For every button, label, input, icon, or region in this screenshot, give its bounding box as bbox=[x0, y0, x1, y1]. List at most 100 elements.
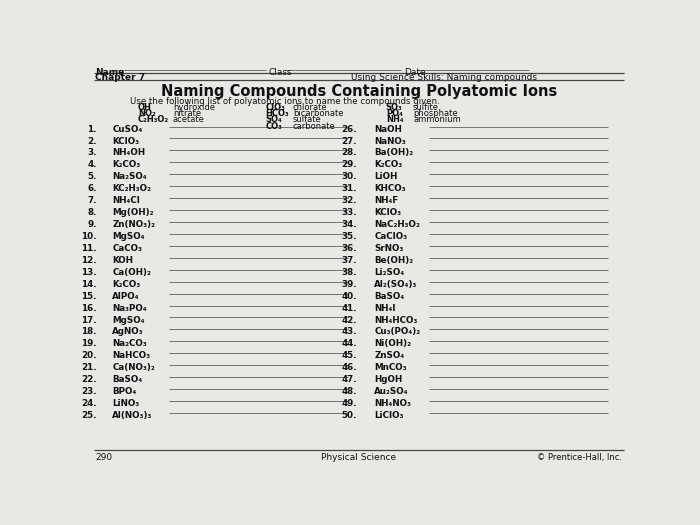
Text: SrNO₃: SrNO₃ bbox=[374, 244, 404, 253]
Text: NH₄OH: NH₄OH bbox=[112, 149, 146, 158]
Text: BPO₄: BPO₄ bbox=[112, 387, 136, 396]
Text: 23.: 23. bbox=[81, 387, 97, 396]
Text: 26.: 26. bbox=[342, 124, 357, 133]
Text: Ni(OH)₂: Ni(OH)₂ bbox=[374, 340, 412, 349]
Text: CO₃: CO₃ bbox=[266, 121, 283, 131]
Text: SO₄: SO₄ bbox=[266, 116, 283, 124]
Text: 32.: 32. bbox=[342, 196, 357, 205]
Text: KC₂H₃O₂: KC₂H₃O₂ bbox=[112, 184, 151, 193]
Text: 44.: 44. bbox=[342, 340, 357, 349]
Text: Na₂SO₄: Na₂SO₄ bbox=[112, 172, 147, 181]
Text: Physical Science: Physical Science bbox=[321, 453, 396, 461]
Text: 34.: 34. bbox=[342, 220, 357, 229]
Text: 2.: 2. bbox=[88, 136, 97, 145]
Text: 29.: 29. bbox=[342, 161, 357, 170]
Text: 17.: 17. bbox=[81, 316, 97, 324]
Text: KOH: KOH bbox=[112, 256, 133, 265]
Text: NO₂: NO₂ bbox=[138, 109, 155, 118]
Text: phosphate: phosphate bbox=[413, 109, 458, 118]
Text: ammonium: ammonium bbox=[413, 116, 461, 124]
Text: BaSO₄: BaSO₄ bbox=[374, 292, 405, 301]
Text: Au₂SO₄: Au₂SO₄ bbox=[374, 387, 409, 396]
Text: 36.: 36. bbox=[342, 244, 357, 253]
Text: K₂CO₃: K₂CO₃ bbox=[112, 280, 141, 289]
Text: LiNO₃: LiNO₃ bbox=[112, 399, 139, 408]
Text: 33.: 33. bbox=[342, 208, 357, 217]
Text: CuSO₄: CuSO₄ bbox=[112, 124, 143, 133]
Text: CaCO₃: CaCO₃ bbox=[112, 244, 142, 253]
Text: Use the following list of polyatomic ions to name the compounds given.: Use the following list of polyatomic ion… bbox=[130, 97, 440, 106]
Text: 5.: 5. bbox=[88, 172, 97, 181]
Text: HCO₃: HCO₃ bbox=[266, 109, 289, 118]
Text: 50.: 50. bbox=[342, 411, 357, 420]
Text: 47.: 47. bbox=[342, 375, 357, 384]
Text: 13.: 13. bbox=[81, 268, 97, 277]
Text: 30.: 30. bbox=[342, 172, 357, 181]
Text: Ba(OH)₂: Ba(OH)₂ bbox=[374, 149, 414, 158]
Text: 19.: 19. bbox=[81, 340, 97, 349]
Text: 39.: 39. bbox=[342, 280, 357, 289]
Text: 22.: 22. bbox=[81, 375, 97, 384]
Text: hydroxide: hydroxide bbox=[173, 103, 215, 112]
Text: 46.: 46. bbox=[342, 363, 357, 372]
Text: NaNO₃: NaNO₃ bbox=[374, 136, 406, 145]
Text: 24.: 24. bbox=[81, 399, 97, 408]
Text: NaC₂H₃O₂: NaC₂H₃O₂ bbox=[374, 220, 420, 229]
Text: 25.: 25. bbox=[81, 411, 97, 420]
Text: 3.: 3. bbox=[88, 149, 97, 158]
Text: OH: OH bbox=[138, 103, 152, 112]
Text: 21.: 21. bbox=[81, 363, 97, 372]
Text: KHCO₃: KHCO₃ bbox=[374, 184, 406, 193]
Text: 45.: 45. bbox=[342, 351, 357, 360]
Text: 14.: 14. bbox=[81, 280, 97, 289]
Text: Using Science Skills: Naming compounds: Using Science Skills: Naming compounds bbox=[351, 73, 537, 82]
Text: 35.: 35. bbox=[342, 232, 357, 241]
Text: SO₃: SO₃ bbox=[386, 103, 402, 112]
Text: 7.: 7. bbox=[88, 196, 97, 205]
Text: 290: 290 bbox=[95, 453, 113, 461]
Text: NaHCO₃: NaHCO₃ bbox=[112, 351, 150, 360]
Text: 16.: 16. bbox=[81, 303, 97, 312]
Text: AgNO₃: AgNO₃ bbox=[112, 328, 144, 337]
Text: NH₄I: NH₄I bbox=[374, 303, 395, 312]
Text: PO₄: PO₄ bbox=[386, 109, 402, 118]
Text: 37.: 37. bbox=[342, 256, 357, 265]
Text: BaSO₄: BaSO₄ bbox=[112, 375, 143, 384]
Text: 4.: 4. bbox=[88, 161, 97, 170]
Text: Al₂(SO₄)₃: Al₂(SO₄)₃ bbox=[374, 280, 418, 289]
Text: MgSO₄: MgSO₄ bbox=[112, 232, 145, 241]
Text: sulfite: sulfite bbox=[413, 103, 439, 112]
Text: 11.: 11. bbox=[81, 244, 97, 253]
Text: HgOH: HgOH bbox=[374, 375, 402, 384]
Text: Ca(OH)₂: Ca(OH)₂ bbox=[112, 268, 151, 277]
Text: 12.: 12. bbox=[81, 256, 97, 265]
Text: Zn(NO₃)₂: Zn(NO₃)₂ bbox=[112, 220, 155, 229]
Text: MgSO₄: MgSO₄ bbox=[112, 316, 145, 324]
Text: 48.: 48. bbox=[342, 387, 357, 396]
Text: 27.: 27. bbox=[342, 136, 357, 145]
Text: Date: Date bbox=[404, 68, 426, 77]
Text: NH₄: NH₄ bbox=[386, 116, 403, 124]
Text: Be(OH)₂: Be(OH)₂ bbox=[374, 256, 414, 265]
Text: Na₃PO₄: Na₃PO₄ bbox=[112, 303, 147, 312]
Text: CaClO₃: CaClO₃ bbox=[374, 232, 407, 241]
Text: Class: Class bbox=[268, 68, 292, 77]
Text: NH₄HCO₃: NH₄HCO₃ bbox=[374, 316, 418, 324]
Text: acetate: acetate bbox=[173, 116, 204, 124]
Text: nitrate: nitrate bbox=[173, 109, 201, 118]
Text: sulfate: sulfate bbox=[293, 116, 321, 124]
Text: 31.: 31. bbox=[342, 184, 357, 193]
Text: NH₄NO₃: NH₄NO₃ bbox=[374, 399, 412, 408]
Text: Al(NO₃)₃: Al(NO₃)₃ bbox=[112, 411, 153, 420]
Text: KClO₃: KClO₃ bbox=[374, 208, 401, 217]
Text: Na₂CO₃: Na₂CO₃ bbox=[112, 340, 147, 349]
Text: 42.: 42. bbox=[342, 316, 357, 324]
Text: Chapter 7: Chapter 7 bbox=[95, 73, 146, 82]
Text: Mg(OH)₂: Mg(OH)₂ bbox=[112, 208, 154, 217]
Text: KClO₃: KClO₃ bbox=[112, 136, 139, 145]
Text: 49.: 49. bbox=[342, 399, 357, 408]
Text: Name: Name bbox=[95, 68, 125, 77]
Text: 20.: 20. bbox=[81, 351, 97, 360]
Text: MnCO₃: MnCO₃ bbox=[374, 363, 407, 372]
Text: 41.: 41. bbox=[342, 303, 357, 312]
